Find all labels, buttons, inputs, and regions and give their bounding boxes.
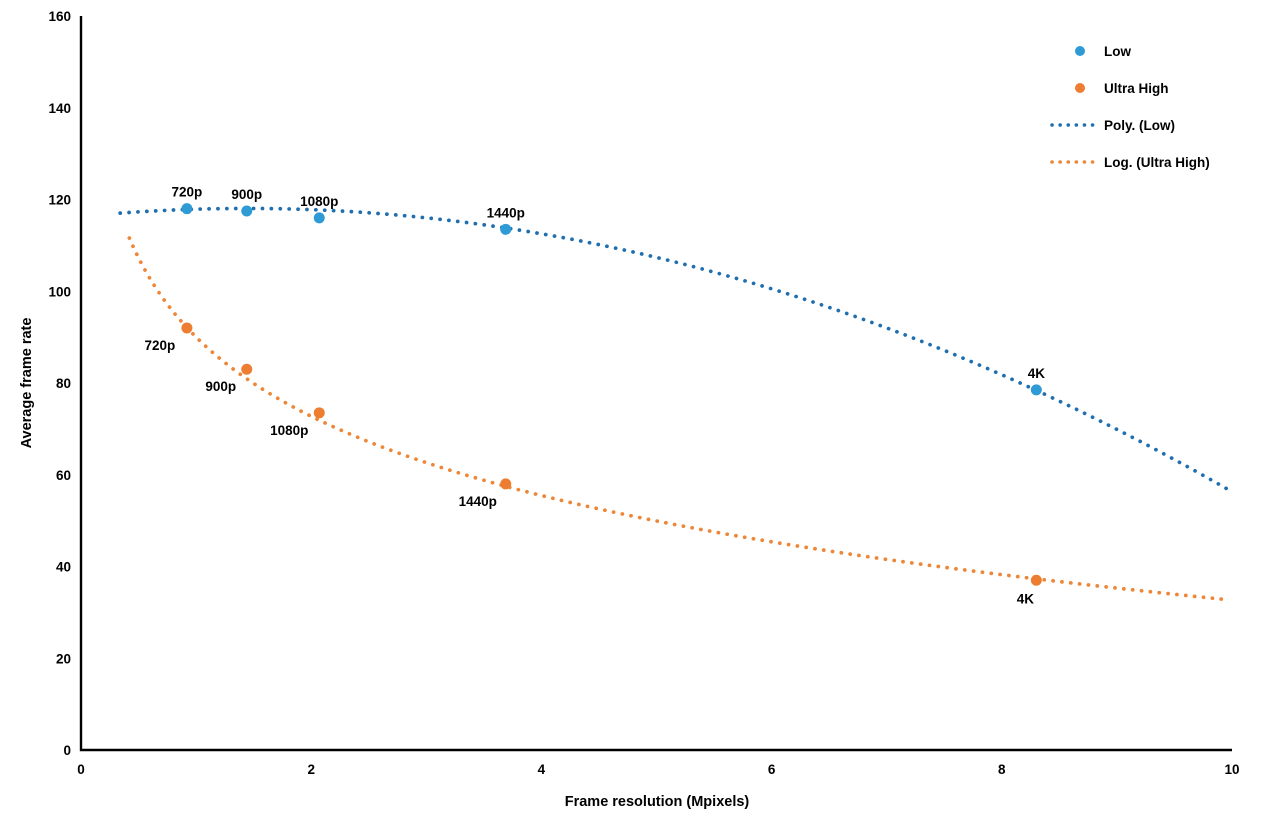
y-tick-label: 40	[56, 560, 71, 575]
legend-item-poly-low[interactable]: Poly. (Low)	[1050, 118, 1175, 133]
x-tick-label: 4	[538, 762, 546, 777]
x-axis-title: Frame resolution (Mpixels)	[565, 794, 750, 810]
data-point-ultra-high-900p[interactable]	[241, 363, 253, 375]
y-tick-label: 100	[48, 284, 71, 299]
legend-label: Low	[1104, 44, 1131, 59]
data-point-label: 1080p	[270, 423, 308, 438]
data-point-label: 720p	[172, 185, 203, 200]
data-point-low-4k[interactable]	[1030, 384, 1042, 396]
legend-item-ultra-high[interactable]: Ultra High	[1075, 81, 1169, 96]
data-point-label: 4K	[1028, 366, 1046, 381]
y-tick-label: 0	[63, 743, 71, 758]
data-point-low-1440p[interactable]	[500, 223, 512, 235]
data-point-low-900p[interactable]	[241, 205, 253, 217]
data-point-label: 900p	[231, 187, 262, 202]
y-tick-label: 140	[48, 101, 71, 116]
trendline-log-ultra-high	[127, 236, 1232, 602]
legend-item-log-ultra-high[interactable]: Log. (Ultra High)	[1050, 155, 1210, 170]
y-tick-label: 160	[48, 9, 71, 24]
data-point-label: 1440p	[487, 205, 525, 220]
data-point-low-720p[interactable]	[181, 203, 193, 215]
legend-marker-icon	[1075, 46, 1085, 56]
y-tick-label: 80	[56, 376, 71, 391]
data-point-ultra-high-720p[interactable]	[181, 322, 193, 334]
data-point-label: 720p	[145, 338, 176, 353]
data-point-label: 1440p	[459, 494, 497, 509]
data-point-ultra-high-1080p[interactable]	[313, 407, 325, 419]
data-point-label: 1080p	[300, 194, 338, 209]
x-tick-label: 6	[768, 762, 776, 777]
legend-label: Poly. (Low)	[1104, 118, 1175, 133]
data-point-ultra-high-4k[interactable]	[1030, 574, 1042, 586]
axis-lines	[79, 16, 1232, 752]
x-tick-label: 8	[998, 762, 1006, 777]
data-point-label: 4K	[1017, 591, 1035, 606]
legend-label: Log. (Ultra High)	[1104, 155, 1210, 170]
legend-marker-icon	[1075, 83, 1085, 93]
x-tick-label: 0	[77, 762, 85, 777]
y-tick-label: 60	[56, 468, 71, 483]
trendline-poly-low	[118, 206, 1232, 493]
plot-area: 0 20 40 60 80 100 120 140 160 0 2 4 6 8 10 720p 900p 1080…	[48, 9, 1239, 777]
data-point-ultra-high-1440p[interactable]	[500, 478, 512, 490]
x-tick-label: 10	[1224, 762, 1239, 777]
data-point-label: 900p	[205, 379, 236, 394]
y-axis-title: Average frame rate	[19, 318, 35, 449]
legend-label: Ultra High	[1104, 81, 1169, 96]
data-point-low-1080p[interactable]	[313, 212, 325, 224]
legend-item-low[interactable]: Low	[1075, 44, 1131, 59]
y-tick-label: 20	[56, 651, 71, 666]
x-tick-label: 2	[307, 762, 315, 777]
y-tick-label: 120	[48, 193, 71, 208]
